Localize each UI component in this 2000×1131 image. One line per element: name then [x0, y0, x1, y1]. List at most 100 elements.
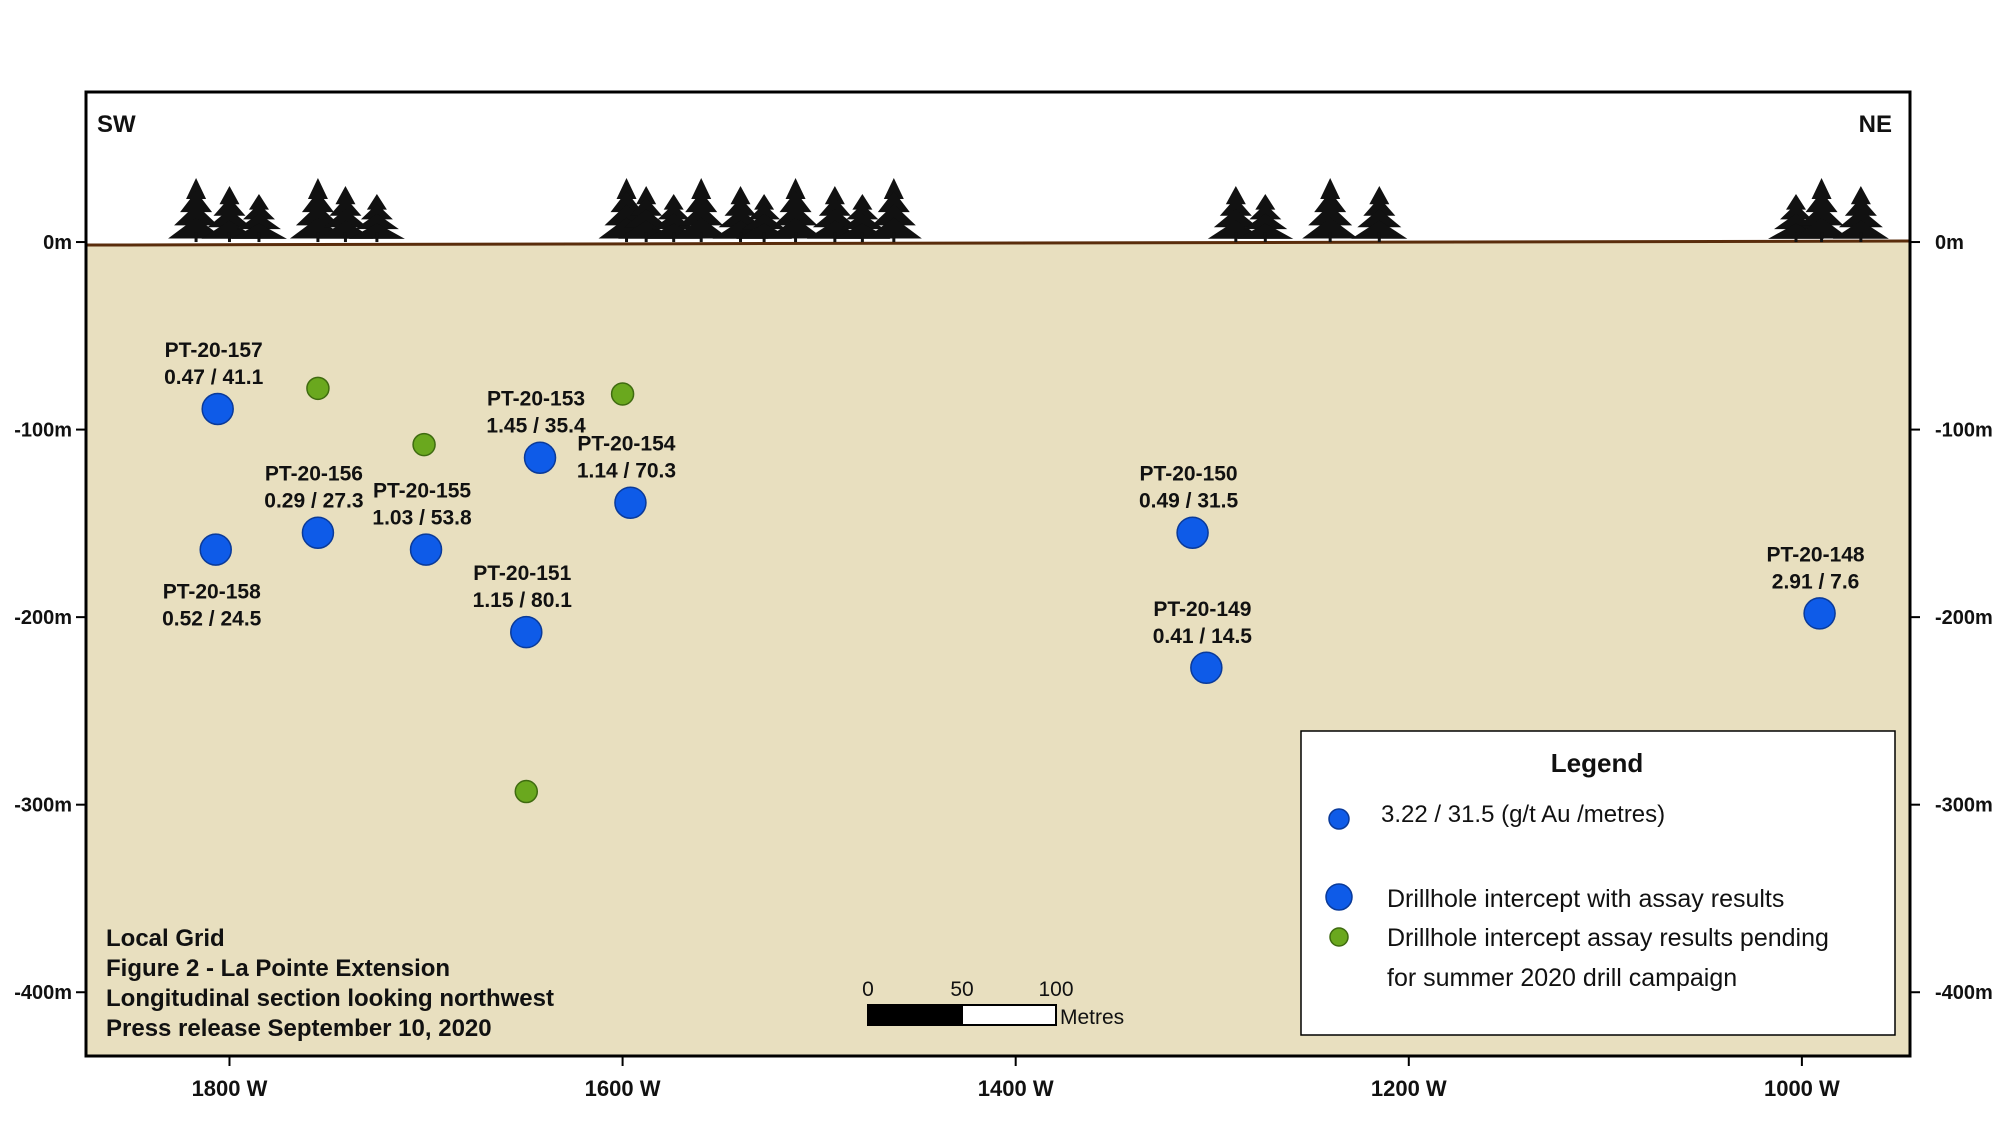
- tree-tier: [673, 217, 730, 239]
- tree-tier: [307, 178, 328, 199]
- assay-intercept-marker: [409, 533, 443, 566]
- tree-icon: [1793, 178, 1850, 243]
- drillhole-id-label: PT-20-153: [487, 388, 585, 411]
- tree-icon: [1832, 186, 1889, 243]
- tree-trunk: [1328, 232, 1332, 243]
- assay-intercept-marker: [199, 533, 232, 566]
- tree-tier: [1832, 220, 1889, 239]
- x-tick-label: 1600 W: [585, 1076, 661, 1101]
- tree-tier: [1793, 217, 1850, 239]
- info-local-grid: Local Grid: [106, 925, 225, 952]
- tree-tier: [1249, 203, 1282, 220]
- info-figure-title: Figure 2 - La Pointe Extension: [106, 955, 450, 982]
- y-tick-label-left: -100m: [14, 420, 72, 442]
- tree-tier: [865, 217, 922, 239]
- tree-tier: [1351, 220, 1408, 239]
- tree-tier: [1255, 194, 1276, 210]
- drillhole-assay-label: 0.52 / 24.5: [162, 608, 262, 631]
- info-section-description: Longitudinal section looking northwest: [106, 985, 554, 1012]
- drillhole-assay-label: 1.14 / 70.3: [577, 460, 676, 483]
- assay-intercept-marker: [1190, 651, 1223, 685]
- drillhole-id-label: PT-20-148: [1767, 543, 1865, 566]
- tree-tier: [871, 204, 916, 226]
- pending-intercept-marker: [412, 432, 436, 457]
- tree-tier: [724, 197, 757, 216]
- tree-tier: [1320, 178, 1341, 199]
- tree-tier: [616, 178, 637, 199]
- legend-pending-label-line2: for summer 2020 drill campaign: [1387, 964, 1737, 992]
- tree-tier: [1237, 223, 1294, 239]
- tree-tier: [335, 186, 356, 205]
- tree-tier: [180, 191, 213, 213]
- tree-tier: [207, 208, 252, 228]
- pending-intercept-marker: [610, 382, 635, 406]
- scale-bar-tick-0: 0: [862, 978, 874, 1001]
- assay-intercept-marker: [1803, 597, 1836, 630]
- legend-pending-marker: [1329, 927, 1349, 947]
- tree-tier: [242, 203, 275, 220]
- drillhole-id-label: PT-20-151: [473, 562, 571, 585]
- tree-tier: [1369, 186, 1390, 205]
- assay-intercept-marker: [1176, 516, 1209, 549]
- tree-tier: [323, 208, 368, 228]
- legend-sample-label: 3.22 / 31.5 (g/t Au /metres): [1381, 801, 1665, 828]
- orientation-ne-label: NE: [1859, 111, 1892, 138]
- tree-trunk: [1234, 232, 1238, 243]
- drillhole-intercepts: PT-20-157 0.47 / 41.1 PT-20-158 0.52 / 24.5…: [162, 339, 1865, 804]
- tree-trunk: [762, 232, 766, 243]
- tree-tier: [679, 204, 724, 226]
- tree-tier: [1780, 203, 1812, 220]
- tree-row: [168, 178, 1889, 243]
- tree-tier: [685, 191, 718, 213]
- tree-tier: [1243, 213, 1288, 230]
- assay-intercept-marker: [301, 516, 335, 549]
- tree-tier: [348, 223, 405, 239]
- tree-tier: [1314, 191, 1347, 213]
- tree-tier: [186, 178, 207, 199]
- tree-tier: [1213, 208, 1258, 228]
- legend-assay-marker: [1325, 883, 1353, 911]
- tree-tier: [1838, 208, 1883, 228]
- drillhole-id-label: PT-20-150: [1140, 463, 1238, 486]
- drillhole-assay-label: 0.41 / 14.5: [1153, 625, 1253, 648]
- axes: 1800 W 1600 W 1400 W 1200 W 1000 W 0m 0m -100m -…: [14, 232, 1993, 1101]
- tree-tier: [360, 203, 393, 220]
- y-tick-label-right: 0m: [1935, 232, 1964, 254]
- tree-tier: [1302, 217, 1359, 239]
- scale-bar-tick-50: 50: [950, 978, 973, 1001]
- y-tick-label-left: -400m: [14, 982, 72, 1004]
- drillhole-assay-label: 1.45 / 35.4: [486, 415, 586, 438]
- tree-icon: [673, 178, 730, 243]
- tree-tier: [754, 194, 775, 210]
- legend-pending-label: Drillhole intercept assay results pendin…: [1387, 924, 1829, 952]
- tree-tier: [1799, 204, 1844, 226]
- tree-tier: [295, 204, 340, 226]
- tree-tier: [213, 197, 246, 216]
- tree-tier: [248, 194, 269, 210]
- tree-icon: [348, 194, 405, 243]
- tree-icon: [1237, 194, 1294, 243]
- y-tick-label-right: -300m: [1935, 795, 1993, 817]
- tree-tier: [1308, 204, 1353, 226]
- y-tick-label-left: 0m: [43, 232, 72, 254]
- y-tick-label-right: -100m: [1935, 420, 1993, 442]
- y-tick-label-left: -300m: [14, 795, 72, 817]
- assay-intercept-marker: [614, 486, 647, 519]
- tree-tier: [1805, 191, 1838, 213]
- tree-trunk: [860, 232, 864, 243]
- drillhole-assay-label: 1.03 / 53.8: [372, 507, 472, 530]
- tree-tier: [219, 186, 240, 205]
- drillhole-assay-label: 1.15 / 80.1: [473, 589, 573, 612]
- legend-box: Legend 3.22 / 31.5 (g/t Au /metres) Dril…: [1300, 730, 1896, 1036]
- tree-tier: [767, 217, 824, 239]
- tree-tier: [1786, 194, 1806, 210]
- tree-tier: [1219, 197, 1252, 216]
- tree-trunk: [699, 232, 703, 243]
- tree-tier: [610, 191, 643, 213]
- drillhole-assay-label: 0.47 / 41.1: [164, 366, 264, 389]
- x-tick-label: 1400 W: [978, 1076, 1054, 1101]
- tree-trunk: [194, 232, 198, 243]
- tree-tier: [877, 191, 910, 213]
- legend-title: Legend: [1551, 748, 1643, 778]
- tree-trunk: [375, 232, 379, 243]
